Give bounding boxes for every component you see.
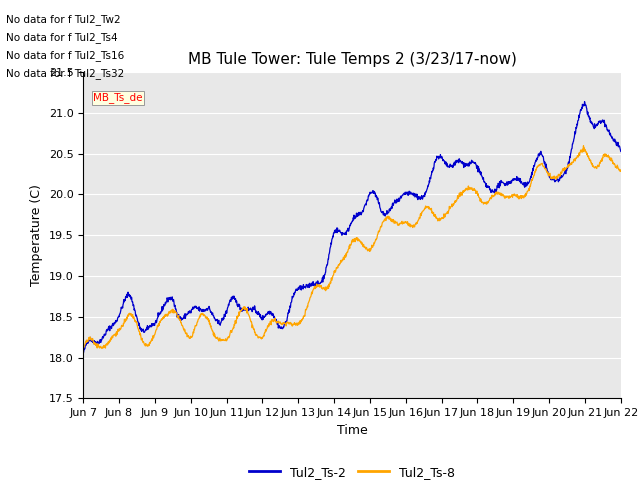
- Text: No data for f Tul2_Ts16: No data for f Tul2_Ts16: [6, 50, 125, 61]
- Text: No data for f Tul2_Tw2: No data for f Tul2_Tw2: [6, 13, 121, 24]
- Text: MB_Ts_de: MB_Ts_de: [93, 93, 143, 104]
- X-axis label: Time: Time: [337, 424, 367, 437]
- Text: No data for f Tul2_Ts4: No data for f Tul2_Ts4: [6, 32, 118, 43]
- Text: No data for f Tul2_Ts32: No data for f Tul2_Ts32: [6, 68, 125, 79]
- Title: MB Tule Tower: Tule Temps 2 (3/23/17-now): MB Tule Tower: Tule Temps 2 (3/23/17-now…: [188, 52, 516, 67]
- Legend: Tul2_Ts-2, Tul2_Ts-8: Tul2_Ts-2, Tul2_Ts-8: [244, 460, 460, 480]
- Y-axis label: Temperature (C): Temperature (C): [30, 184, 43, 286]
